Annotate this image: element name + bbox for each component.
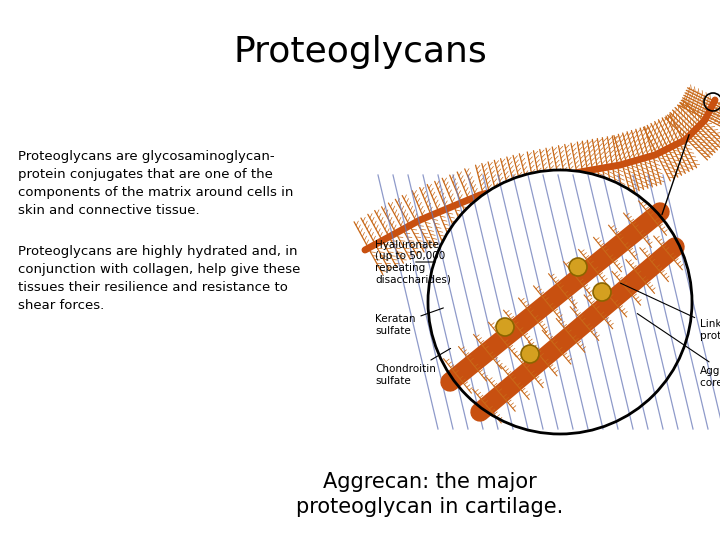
- Text: Proteoglycans: Proteoglycans: [233, 35, 487, 69]
- Circle shape: [593, 283, 611, 301]
- Circle shape: [569, 258, 587, 276]
- Text: Proteoglycans are highly hydrated and, in
conjunction with collagen, help give t: Proteoglycans are highly hydrated and, i…: [18, 245, 300, 312]
- Text: Proteoglycans are glycosaminoglycan-
protein conjugates that are one of the
comp: Proteoglycans are glycosaminoglycan- pro…: [18, 150, 293, 217]
- Circle shape: [496, 318, 514, 336]
- Text: Keratan
sulfate: Keratan sulfate: [375, 308, 444, 336]
- Text: Aggrecan: the major
proteoglycan in cartilage.: Aggrecan: the major proteoglycan in cart…: [297, 472, 564, 517]
- Circle shape: [521, 345, 539, 363]
- Circle shape: [428, 170, 692, 434]
- Text: Hyaluronate
(up to 50,000
repeating
disaccharides): Hyaluronate (up to 50,000 repeating disa…: [375, 240, 451, 285]
- Text: Aggrecan
core protein: Aggrecan core protein: [637, 314, 720, 388]
- Text: Chondroitin
sulfate: Chondroitin sulfate: [375, 348, 451, 386]
- Text: Link
proteins: Link proteins: [621, 283, 720, 341]
